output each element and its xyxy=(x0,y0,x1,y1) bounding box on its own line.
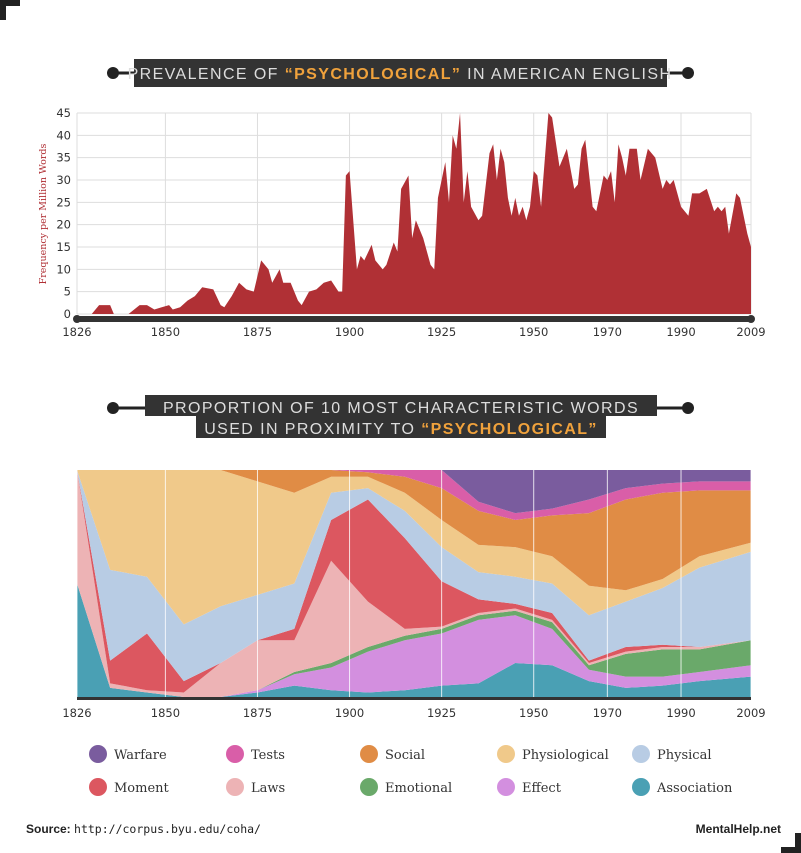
x-tick-label: 1990 xyxy=(666,325,695,339)
title-highlight: “PSYCHOLOGICAL” xyxy=(421,421,598,438)
chart-title: USED IN PROXIMITY TO “PSYCHOLOGICAL” xyxy=(204,421,598,438)
area xyxy=(77,113,751,314)
legend-label: Warfare xyxy=(114,748,167,763)
source-url: http://corpus.byu.edu/coha/ xyxy=(74,822,261,836)
x-tick-label: 1990 xyxy=(666,706,695,720)
stacked-area xyxy=(77,470,751,514)
y-tick-label: 20 xyxy=(56,218,71,232)
legend-swatch xyxy=(360,745,378,763)
title-box xyxy=(134,59,667,87)
y-tick-label: 15 xyxy=(56,240,71,254)
title-text: USED IN PROXIMITY TO xyxy=(204,421,415,438)
footer-source: Source: http://corpus.byu.edu/coha/ xyxy=(26,822,261,836)
chart-title: PROPORTION OF 10 MOST CHARACTERISTIC WOR… xyxy=(163,400,639,417)
y-tick-label: 0 xyxy=(64,307,71,321)
x-tick-label: 2009 xyxy=(736,706,765,720)
x-tick-label: 1826 xyxy=(62,706,91,720)
y-tick-label: 35 xyxy=(56,151,71,165)
stacked-area xyxy=(77,470,751,682)
legend-label: Emotional xyxy=(385,781,452,796)
stacked-area xyxy=(77,583,751,697)
x-tick-label: 1950 xyxy=(519,706,548,720)
stacked-area xyxy=(77,470,751,591)
corner-bracket xyxy=(0,0,20,20)
x-tick-label: 1850 xyxy=(151,325,180,339)
title-dot xyxy=(107,402,119,414)
legend-swatch xyxy=(89,778,107,796)
stacked-area xyxy=(77,583,751,697)
y-tick-label: 5 xyxy=(64,285,71,299)
x-tick-label: 1970 xyxy=(593,706,622,720)
title-text: PREVALENCE OF xyxy=(128,66,279,83)
brand: MentalHelp.net xyxy=(696,822,781,836)
source-label: Source: xyxy=(26,822,71,836)
legend-label: Physiological xyxy=(522,748,609,763)
x-tick-label: 1900 xyxy=(335,706,364,720)
x-tick-label: 1970 xyxy=(593,325,622,339)
legend-swatch xyxy=(226,778,244,796)
stacked-area xyxy=(77,470,751,693)
legend-swatch xyxy=(360,778,378,796)
legend-swatch xyxy=(632,745,650,763)
legend-label: Social xyxy=(385,748,425,763)
x-tick-label: 1950 xyxy=(519,325,548,339)
stacked-area xyxy=(77,470,751,625)
x-tick-label: 1875 xyxy=(243,325,272,339)
title-dot xyxy=(682,402,694,414)
axis-dot xyxy=(73,315,81,323)
legend-label: Effect xyxy=(522,781,562,796)
y-axis-label: Frequency per Million Words xyxy=(38,144,49,285)
x-tick-label: 1925 xyxy=(427,325,456,339)
chart-title: PREVALENCE OF “PSYCHOLOGICAL” IN AMERICA… xyxy=(128,66,673,83)
title-dot xyxy=(682,67,694,79)
x-tick-label: 1875 xyxy=(243,706,272,720)
title-highlight: “PSYCHOLOGICAL” xyxy=(285,66,462,83)
y-tick-label: 10 xyxy=(56,262,71,276)
y-tick-label: 30 xyxy=(56,173,71,187)
y-tick-label: 25 xyxy=(56,195,71,209)
x-tick-label: 1850 xyxy=(151,706,180,720)
legend-label: Laws xyxy=(251,781,285,796)
y-tick-label: 40 xyxy=(56,128,71,142)
x-axis-bar xyxy=(77,697,751,700)
x-tick-label: 1900 xyxy=(335,325,364,339)
title-box xyxy=(145,395,657,416)
title-box xyxy=(196,416,606,438)
title-text: IN AMERICAN ENGLISH xyxy=(467,66,672,83)
legend-swatch xyxy=(497,778,515,796)
legend-swatch xyxy=(497,745,515,763)
legend-swatch xyxy=(89,745,107,763)
x-tick-label: 1826 xyxy=(62,325,91,339)
legend-swatch xyxy=(632,778,650,796)
x-tick-label: 2009 xyxy=(736,325,765,339)
legend-swatch xyxy=(226,745,244,763)
x-tick-label: 1925 xyxy=(427,706,456,720)
y-tick-label: 45 xyxy=(56,106,71,120)
stacked-area xyxy=(77,470,751,520)
axis-dot xyxy=(747,315,755,323)
corner-bracket xyxy=(781,833,801,853)
legend-label: Association xyxy=(656,781,733,796)
x-axis-bar xyxy=(77,316,751,322)
legend-label: Physical xyxy=(657,748,711,763)
legend-label: Tests xyxy=(251,748,285,763)
title-dot xyxy=(107,67,119,79)
legend-label: Moment xyxy=(114,781,170,796)
